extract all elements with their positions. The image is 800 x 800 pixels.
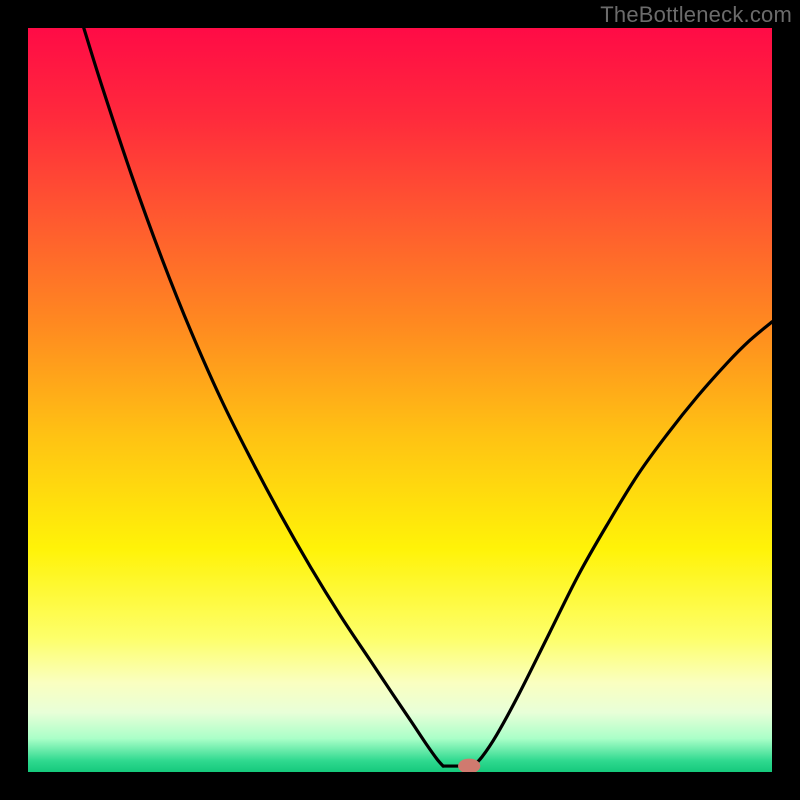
watermark-text: TheBottleneck.com: [600, 2, 792, 28]
chart-area: [28, 28, 772, 772]
bottleneck-curve: [28, 28, 772, 772]
